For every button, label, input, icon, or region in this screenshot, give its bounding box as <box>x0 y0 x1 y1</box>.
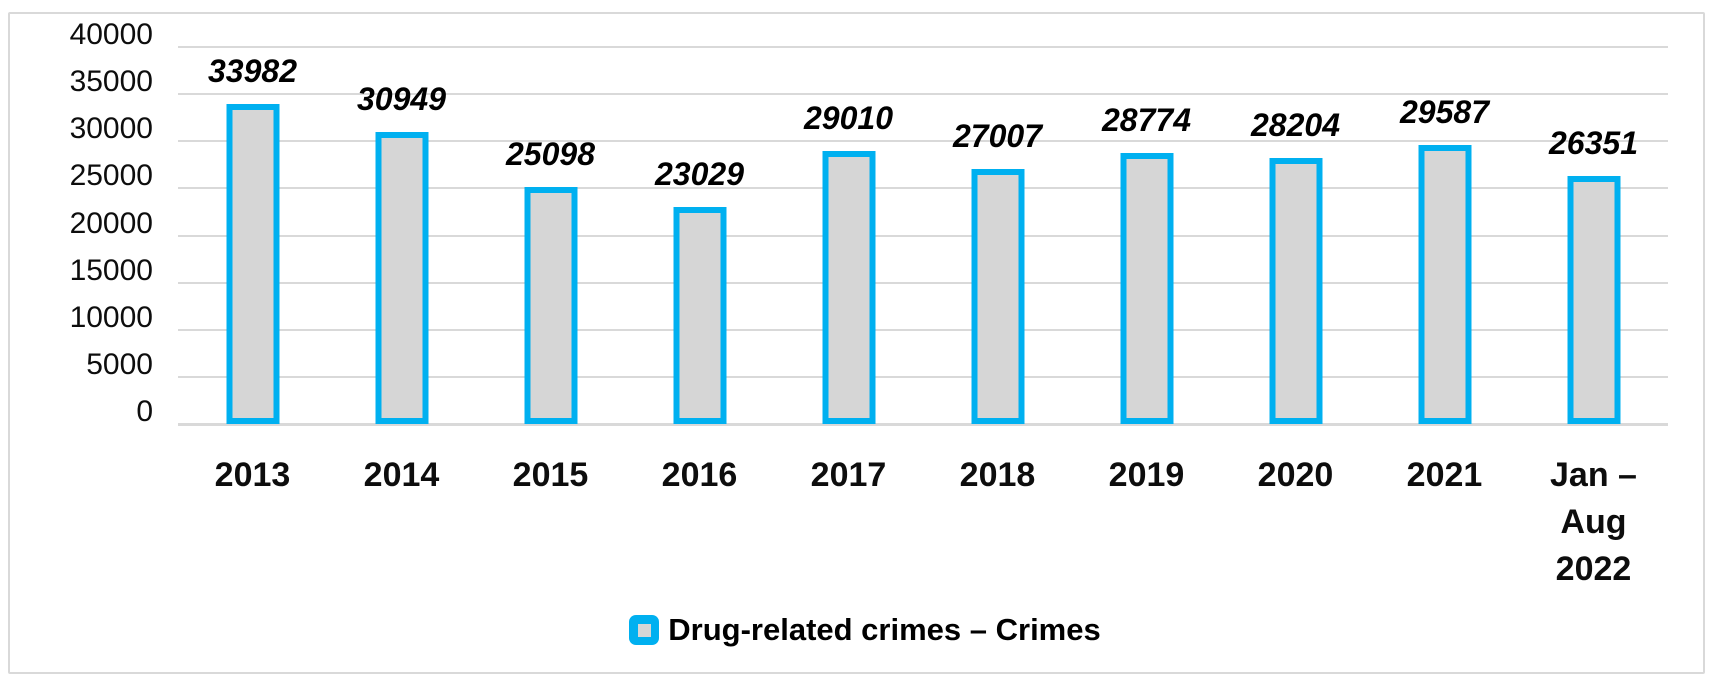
bar <box>1120 152 1173 424</box>
bar-slot-Jan-–-Aug-2022: 26351 <box>1519 47 1668 424</box>
gridline-20000 <box>178 234 1668 237</box>
gridline-0 <box>178 423 1668 426</box>
gridline-15000 <box>178 281 1668 284</box>
bar-slot-2013: 33982 <box>178 47 327 424</box>
bar-value-label: 28774 <box>1102 101 1191 138</box>
x-axis-tick-label: 2019 <box>1108 456 1185 494</box>
bar <box>822 150 875 424</box>
bar-slot-2019: 28774 <box>1072 47 1221 424</box>
bar <box>375 132 428 424</box>
y-axis: 40000 35000 30000 25000 20000 15000 10000 5000 0 <box>10 14 153 678</box>
bar <box>524 187 577 424</box>
bar-value-label: 25098 <box>506 136 595 173</box>
y-axis-tick-label: 5000 <box>86 347 153 381</box>
gridline-10000 <box>178 328 1668 331</box>
bar-slot-2016: 23029 <box>625 47 774 424</box>
bar <box>1418 145 1471 424</box>
y-axis-tick-label: 30000 <box>69 112 153 146</box>
bar-value-label: 30949 <box>357 81 446 118</box>
bar-value-label: 27007 <box>953 118 1042 155</box>
gridline-5000 <box>178 375 1668 378</box>
chart-frame: 40000 35000 30000 25000 20000 15000 10000 5000 0… <box>8 12 1705 674</box>
bar-series-drug-related-crimes: 33982 30949 25098 23029 29010 27007 28774 28204… <box>178 47 1668 424</box>
bar-value-label: 26351 <box>1549 124 1638 161</box>
bar-slot-2021: 29587 <box>1370 47 1519 424</box>
y-axis-tick-label: 20000 <box>69 206 153 240</box>
y-axis-tick-label: 0 <box>136 395 153 428</box>
x-axis-tick-label: Jan – Aug 2022 <box>1550 456 1637 588</box>
bar <box>226 103 279 424</box>
legend-marker-fill <box>637 623 651 637</box>
y-axis-tick-label: 25000 <box>69 159 153 193</box>
x-axis: 2013 2014 2015 2016 2017 2018 2019 2020 2021 Jan … <box>178 452 1668 593</box>
y-axis-tick-label: 35000 <box>69 65 153 99</box>
y-axis-tick-label: 10000 <box>69 300 153 334</box>
legend-label: Drug-related crimes – Crimes <box>668 612 1101 647</box>
x-axis-tick-label: 2013 <box>214 456 291 494</box>
plot-area: 33982 30949 25098 23029 29010 27007 28774 28204… <box>178 46 1668 426</box>
bar-value-label: 23029 <box>655 155 744 192</box>
legend-marker-icon <box>629 615 660 645</box>
bar <box>1567 175 1620 424</box>
x-axis-tick-label: 2020 <box>1257 456 1334 494</box>
bar-slot-2014: 30949 <box>327 47 476 424</box>
gridline-25000 <box>178 187 1668 190</box>
y-axis-tick-label: 40000 <box>69 18 153 51</box>
bar-value-label: 33982 <box>208 52 297 89</box>
gridline-30000 <box>178 140 1668 143</box>
bar <box>1269 158 1322 424</box>
x-axis-tick-label: 2021 <box>1406 456 1483 494</box>
x-axis-tick-label: 2018 <box>959 456 1036 494</box>
x-axis-tick-label: 2016 <box>661 456 738 494</box>
bar-slot-2015: 25098 <box>476 47 625 424</box>
bar-slot-2017: 29010 <box>774 47 923 424</box>
bar <box>971 169 1024 424</box>
x-axis-tick-label: 2014 <box>363 456 440 494</box>
x-axis-tick-label: 2015 <box>512 456 589 494</box>
bar-value-label: 29010 <box>804 99 893 136</box>
bar-slot-2018: 27007 <box>923 47 1072 424</box>
x-axis-tick-label: 2017 <box>810 456 887 494</box>
bar-value-label: 29587 <box>1400 94 1489 131</box>
gridline-35000 <box>178 93 1668 96</box>
legend: Drug-related crimes – Crimes <box>10 612 1710 648</box>
bar-value-label: 28204 <box>1251 107 1340 144</box>
bar <box>673 206 726 424</box>
bar-slot-2020: 28204 <box>1221 47 1370 424</box>
y-axis-tick-label: 15000 <box>69 253 153 287</box>
gridline-40000 <box>178 46 1668 48</box>
